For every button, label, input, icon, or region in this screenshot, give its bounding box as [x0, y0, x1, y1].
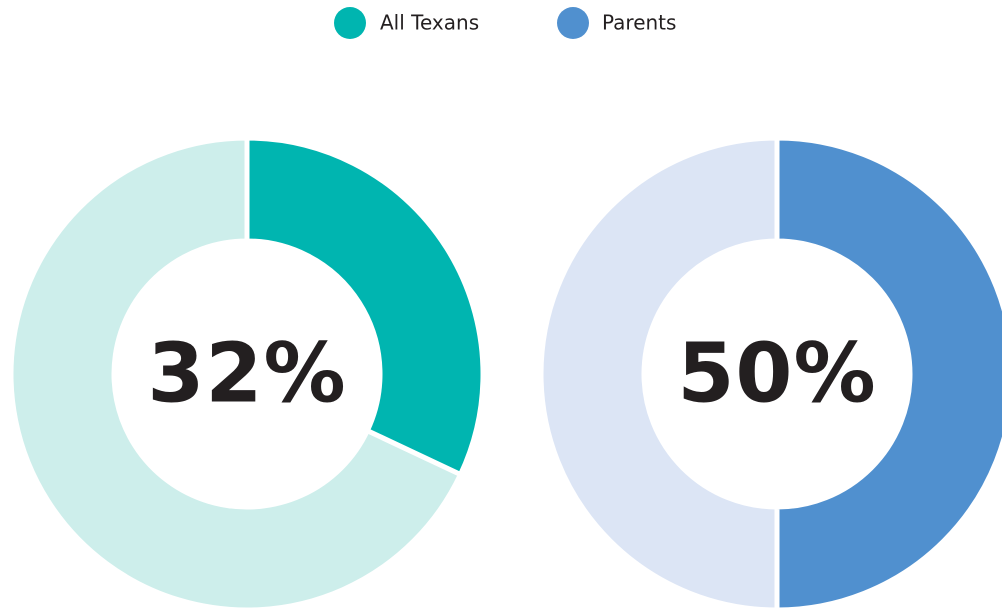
legend-label: All Texans — [380, 11, 479, 35]
value-label: 50% — [677, 327, 876, 422]
legend-swatch — [557, 7, 589, 39]
remainder-arc — [538, 135, 780, 609]
value-arc — [244, 135, 486, 478]
value-arc — [774, 135, 1002, 609]
value-label: 32% — [147, 327, 346, 422]
remainder-arc — [8, 135, 464, 609]
legend-swatch — [334, 7, 366, 39]
legend-label: Parents — [602, 11, 676, 35]
